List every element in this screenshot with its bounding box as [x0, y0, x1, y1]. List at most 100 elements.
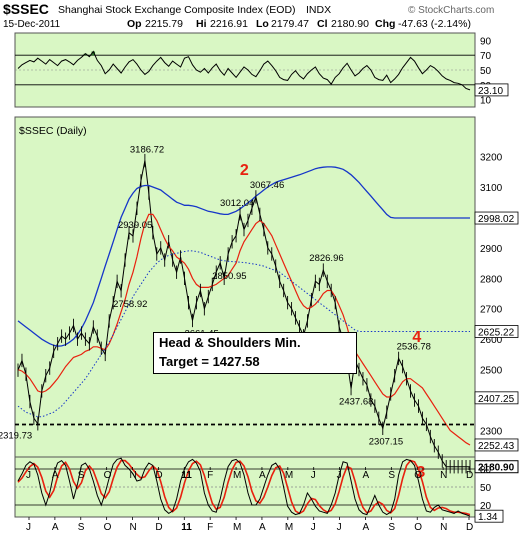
ohlc-cl-label: Cl	[317, 18, 328, 30]
moving-average-long	[17, 166, 470, 347]
ohlc-lo-value: 2179.47	[271, 18, 309, 30]
exchange-label: INDX	[306, 4, 331, 16]
symbol-title: $SSEC	[3, 1, 49, 17]
stochastic-x-tick-label: A	[259, 522, 266, 533]
stochastic-tick-label: 20	[480, 501, 492, 512]
stochastic-plot: 20 50 80 1.34	[15, 457, 504, 523]
price-tick-label: 3200	[480, 153, 503, 164]
ohlc-lo-label: Lo	[256, 18, 269, 30]
price-tick-label: 2700	[480, 305, 503, 316]
price-x-tick-label: A	[259, 470, 266, 481]
price-panel-title: $SSEC (Daily)	[19, 125, 87, 137]
wave-label-3: 3	[416, 464, 425, 481]
price-x-tick-label: M	[233, 470, 241, 481]
ma-last-value: 2625.22	[478, 327, 515, 338]
stochastic-x-tick-label: M	[285, 522, 293, 533]
stochastic-d-line	[17, 459, 471, 516]
price-x-tick-label: J	[311, 470, 316, 481]
watermark: © StockCharts.com	[408, 5, 494, 16]
rsi-tick-label: 10	[480, 96, 492, 107]
stochastic-tick-label: 80	[480, 465, 492, 476]
rsi-line	[17, 50, 471, 91]
ohlc-op-value: 2215.79	[145, 18, 183, 30]
annotation-line-1: Head & Shoulders Min.	[159, 335, 301, 350]
stochastic-x-tick-label: O	[414, 522, 422, 533]
stochastic-x-tick-label: J	[26, 522, 31, 533]
price-x-tick-label: F	[207, 470, 213, 481]
stochastic-x-tick-label: D	[155, 522, 162, 533]
stochastic-x-tick-label: S	[388, 522, 395, 533]
ma-last-value-box	[474, 211, 519, 225]
price-label: 2939.05	[118, 220, 152, 231]
date-label: 15-Dec-2011	[3, 19, 61, 30]
ohlc-chg-label: Chg	[375, 18, 395, 30]
head-shoulders-annotation: Head & Shoulders Min. Target = 1427.58	[153, 332, 357, 374]
ma-last-value-box	[474, 391, 519, 405]
price-label: 2536.78	[397, 341, 431, 352]
price-x-tick-label: 11	[181, 470, 192, 481]
ohlc-hi-value: 2216.91	[210, 18, 248, 30]
price-label: 2437.68	[339, 397, 373, 408]
rsi-tick-label: 70	[480, 51, 492, 62]
price-x-tick-label: J	[337, 470, 342, 481]
index-name: Shanghai Stock Exchange Composite Index …	[58, 4, 296, 16]
price-tick-label: 2300	[480, 426, 503, 437]
moving-average-short	[17, 213, 471, 446]
price-panel	[14, 116, 476, 468]
stochastic-x-tick-label: N	[130, 522, 137, 533]
price-plot: 2300240025002600270028002900300031003200…	[0, 145, 519, 481]
stochastic-x-tick-label: O	[104, 522, 112, 533]
price-tick-label: 2900	[480, 244, 503, 255]
stochastic-x-tick-label: J	[337, 522, 342, 533]
price-tick-label: 2600	[480, 335, 503, 346]
ma-last-value-box	[474, 438, 519, 452]
price-label: 2826.96	[309, 253, 343, 264]
price-label: 2850.95	[212, 271, 246, 282]
rsi-plot: 103050709023.10	[15, 36, 509, 107]
rsi-tick-label: 50	[480, 66, 492, 77]
stochastic-x-tick-label: A	[362, 522, 369, 533]
price-x-tick-label: S	[388, 470, 395, 481]
stochastic-x-tick-label: A	[52, 522, 59, 533]
stochastic-x-tick-label: S	[78, 522, 85, 533]
stochastic-last-value: 1.34	[478, 512, 498, 523]
last-close-box	[474, 460, 519, 474]
price-x-tick-label: A	[52, 470, 59, 481]
ma-last-value-box	[474, 325, 519, 338]
wave-label-4: 4	[412, 329, 421, 346]
rsi-last-value-box	[474, 83, 509, 97]
x-axis: J J A A S S O O N N D D 11 11 F F M M A A M M J J J J A A S S O O N N D D	[26, 467, 473, 533]
price-tick-label: 2800	[480, 274, 503, 285]
stochastic-x-tick-label: 11	[181, 522, 192, 533]
rsi-last-value: 23.10	[478, 86, 503, 97]
price-label: 3186.72	[130, 145, 164, 156]
price-tick-label: 2500	[480, 366, 503, 377]
price-label: 3012.04	[220, 198, 254, 209]
ohlc-op-label: Op	[127, 18, 142, 30]
stochastic-x-tick-label: F	[207, 522, 213, 533]
annotation-line-2: Target = 1427.58	[159, 354, 260, 369]
ohlc-hi-label: Hi	[196, 18, 207, 30]
wave-label-2: 2	[240, 162, 249, 179]
price-x-tick-label: N	[440, 470, 447, 481]
ma-last-value: 2407.25	[478, 394, 515, 405]
price-x-tick-label: N	[130, 470, 137, 481]
last-close-value: 2180.90	[478, 463, 515, 474]
stochastic-k-line	[17, 457, 471, 517]
ohlc-chg-value: -47.63 (-2.14%)	[398, 18, 471, 30]
stochastic-x-tick-label: N	[440, 522, 447, 533]
ohlc-cl-value: 2180.90	[331, 18, 369, 30]
price-label: 2319.73	[0, 430, 32, 441]
price-x-tick-label: M	[285, 470, 293, 481]
price-label: 2758.92	[113, 299, 147, 310]
stochastic-last-value-box	[474, 509, 504, 523]
ma-last-value: 2998.02	[478, 214, 515, 225]
price-x-tick-label: J	[26, 470, 31, 481]
price-x-tick-label: D	[466, 470, 473, 481]
rsi-tick-label: 90	[480, 36, 492, 47]
price-tick-label: 3100	[480, 183, 503, 194]
price-x-tick-label: O	[104, 470, 112, 481]
price-x-tick-label: A	[362, 470, 369, 481]
